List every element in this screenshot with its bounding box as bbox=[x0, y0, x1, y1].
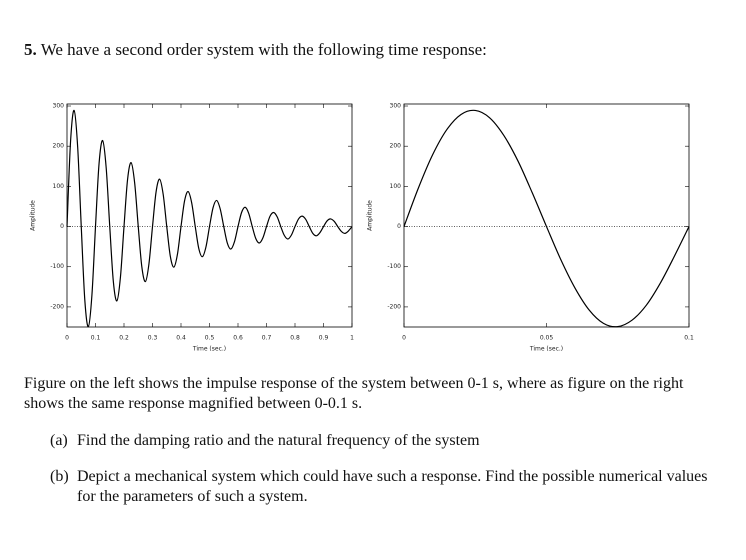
y-tick-label: -100 bbox=[387, 263, 401, 270]
y-tick-label: 200 bbox=[53, 143, 65, 150]
y-axis-label: Amplitude bbox=[30, 200, 37, 231]
y-tick-label: -200 bbox=[387, 303, 401, 310]
x-tick-label: 0 bbox=[402, 335, 406, 342]
question-text: Find the damping ratio and the natural f… bbox=[77, 432, 480, 449]
problem-number: 5. bbox=[24, 40, 37, 59]
x-tick-label: 0 bbox=[65, 335, 69, 342]
x-tick-label: 0.4 bbox=[176, 335, 186, 342]
x-tick-label: 0.3 bbox=[148, 335, 158, 342]
x-tick-label: 0.1 bbox=[91, 335, 101, 342]
x-tick-label: 0.05 bbox=[540, 335, 554, 342]
problem-heading: 5. We have a second order system with th… bbox=[24, 40, 487, 60]
question: (b) Depict a mechanical system which cou… bbox=[50, 467, 710, 507]
x-tick-label: 0.8 bbox=[290, 335, 300, 342]
y-tick-label: -200 bbox=[50, 303, 64, 310]
caption: Figure on the left shows the impulse res… bbox=[24, 375, 684, 412]
y-axis-label: Amplitude bbox=[367, 200, 374, 231]
y-tick-label: 300 bbox=[53, 103, 65, 110]
x-tick-label: 0.9 bbox=[319, 335, 329, 342]
y-tick-label: 100 bbox=[53, 183, 65, 190]
y-tick-label: 0 bbox=[60, 223, 64, 230]
x-axis-label: Time (sec.) bbox=[192, 346, 226, 353]
x-tick-label: 0.5 bbox=[205, 335, 215, 342]
question: (a) Find the damping ratio and the natur… bbox=[50, 431, 710, 451]
y-tick-label: 0 bbox=[397, 223, 401, 230]
y-tick-label: 200 bbox=[390, 143, 402, 150]
x-tick-label: 1 bbox=[350, 335, 354, 342]
y-tick-label: -100 bbox=[50, 263, 64, 270]
problem-statement: We have a second order system with the f… bbox=[40, 40, 487, 59]
x-axis-label: Time (sec.) bbox=[529, 346, 563, 353]
response-line bbox=[66, 109, 353, 328]
response-line bbox=[403, 109, 690, 328]
x-tick-label: 0.1 bbox=[684, 335, 694, 342]
y-tick-label: 100 bbox=[390, 183, 402, 190]
question-label: (b) bbox=[50, 468, 69, 485]
plot-area bbox=[403, 103, 690, 328]
plot-area bbox=[66, 103, 353, 328]
question-text: Depict a mechanical system which could h… bbox=[77, 468, 708, 505]
y-tick-label: 300 bbox=[390, 103, 402, 110]
x-tick-label: 0.6 bbox=[233, 335, 243, 342]
x-tick-label: 0.7 bbox=[262, 335, 272, 342]
question-label: (a) bbox=[50, 432, 68, 449]
x-tick-label: 0.2 bbox=[119, 335, 129, 342]
